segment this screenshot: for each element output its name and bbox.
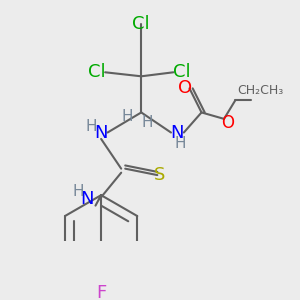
Text: N: N: [171, 124, 184, 142]
Text: H: H: [72, 184, 84, 199]
Text: H: H: [142, 115, 154, 130]
Text: H: H: [121, 109, 133, 124]
Text: H: H: [174, 136, 186, 151]
Text: CH₂CH₃: CH₂CH₃: [237, 84, 283, 97]
Text: O: O: [221, 114, 235, 132]
Text: O: O: [178, 79, 193, 97]
Text: S: S: [154, 166, 165, 184]
Text: N: N: [94, 124, 108, 142]
Text: N: N: [81, 190, 94, 208]
Text: Cl: Cl: [88, 63, 106, 81]
Text: Cl: Cl: [133, 15, 150, 33]
Text: Cl: Cl: [172, 63, 190, 81]
Text: F: F: [96, 284, 106, 300]
Text: H: H: [86, 118, 97, 134]
